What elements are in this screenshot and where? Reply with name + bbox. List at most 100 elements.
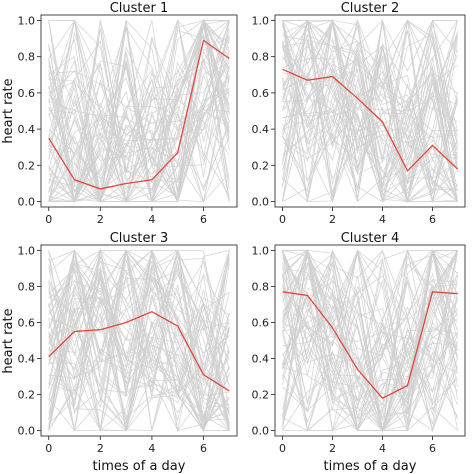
x-tick-label: 6 [200, 213, 207, 226]
background-traces [282, 18, 458, 204]
sample-trace [48, 19, 230, 203]
sample-trace [48, 74, 230, 201]
sample-trace [48, 250, 230, 431]
sample-trace [48, 272, 230, 432]
sample-trace [282, 249, 458, 411]
sample-trace [282, 255, 458, 432]
sample-trace [48, 20, 230, 203]
y-tick-label: 0.4 [18, 353, 36, 366]
sample-trace [282, 42, 458, 192]
panel-title: Cluster 4 [341, 231, 400, 246]
sample-trace [282, 19, 458, 202]
y-tick-label: 1.0 [252, 14, 270, 27]
sample-trace [282, 30, 458, 202]
sample-trace [282, 249, 458, 368]
y-tick-label: 0.2 [252, 389, 270, 402]
x-tick-label: 6 [200, 442, 207, 455]
sample-trace [48, 19, 230, 191]
sample-trace [282, 43, 458, 189]
sample-trace [48, 26, 230, 203]
x-tick-label: 0 [45, 442, 52, 455]
sample-trace [282, 249, 458, 422]
sample-trace [282, 32, 458, 140]
background-traces [48, 18, 230, 204]
sample-trace [282, 249, 458, 421]
y-tick-label: 0.4 [252, 353, 270, 366]
sample-trace [282, 281, 458, 420]
sample-trace [48, 62, 230, 203]
y-tick-label: 1.0 [252, 244, 270, 257]
sample-trace [282, 24, 458, 203]
sample-trace [282, 20, 458, 203]
sample-trace [282, 249, 458, 431]
sample-trace [282, 249, 458, 432]
sample-trace [48, 249, 230, 431]
background-traces [282, 248, 458, 433]
sample-trace [282, 20, 458, 203]
sample-trace [282, 278, 458, 419]
sample-trace [282, 19, 458, 194]
sample-trace [48, 249, 230, 420]
sample-trace [282, 64, 458, 179]
sample-trace [282, 249, 458, 431]
sample-trace [48, 250, 230, 432]
sample-trace [48, 270, 230, 430]
sample-trace [48, 294, 230, 432]
x-tick-label: 2 [97, 213, 104, 226]
sample-trace [282, 39, 458, 203]
x-tick-label: 0 [279, 442, 286, 455]
sample-trace [282, 249, 458, 417]
panel-title: Cluster 1 [110, 1, 169, 16]
sample-trace [48, 20, 230, 203]
sample-trace [282, 321, 458, 403]
sample-trace [48, 19, 230, 203]
sample-trace [48, 20, 230, 202]
background-traces [48, 248, 230, 433]
panel-cluster-3: Cluster 3 0.0 0.2 0.4 0.6 0.8 1.0 0 2 4 6 [18, 231, 238, 455]
y-tick-label: 0.8 [252, 51, 270, 64]
x-tick-label: 0 [45, 213, 52, 226]
panel-title: Cluster 3 [110, 231, 169, 246]
sample-trace [282, 19, 458, 202]
x-tick-label: 6 [429, 442, 436, 455]
y-tick-label: 0.8 [18, 280, 36, 293]
sample-trace [48, 77, 230, 203]
y-tick-label: 0.8 [18, 51, 36, 64]
y-tick-label: 0.6 [252, 87, 270, 100]
x-axis-label-left: times of a day [93, 459, 186, 474]
cluster-mean-line [282, 291, 458, 400]
sample-trace [282, 19, 458, 145]
sample-trace [48, 287, 230, 408]
sample-trace [282, 279, 458, 414]
axes-frame [40, 244, 238, 437]
sample-trace [282, 249, 458, 427]
sample-trace [282, 268, 458, 418]
y-axis-label-bottom: heart rate [1, 308, 16, 373]
sample-trace [282, 19, 458, 203]
axes-frame [40, 14, 238, 208]
sample-trace [282, 69, 458, 202]
y-tick-label: 0.2 [18, 159, 36, 172]
y-tick-label: 0.6 [252, 316, 270, 329]
sample-trace [48, 59, 230, 203]
sample-trace [48, 249, 230, 431]
sample-trace [48, 20, 230, 203]
sample-trace [282, 250, 458, 432]
sample-trace [48, 248, 230, 396]
sample-trace [282, 279, 458, 431]
sample-trace [282, 275, 458, 432]
sample-trace [282, 70, 458, 162]
y-tick-label: 0.2 [252, 159, 270, 172]
y-tick-label: 0.6 [18, 316, 36, 329]
y-tick-label: 1.0 [18, 14, 36, 27]
sample-trace [282, 249, 458, 431]
axes-frame [274, 14, 466, 208]
sample-trace [48, 267, 230, 418]
sample-trace [48, 250, 230, 427]
sample-trace [48, 336, 230, 397]
sample-trace [282, 250, 458, 432]
sample-trace [48, 62, 230, 203]
sample-trace [48, 269, 230, 431]
sample-trace [48, 248, 230, 382]
y-tick-label: 1.0 [18, 244, 36, 257]
